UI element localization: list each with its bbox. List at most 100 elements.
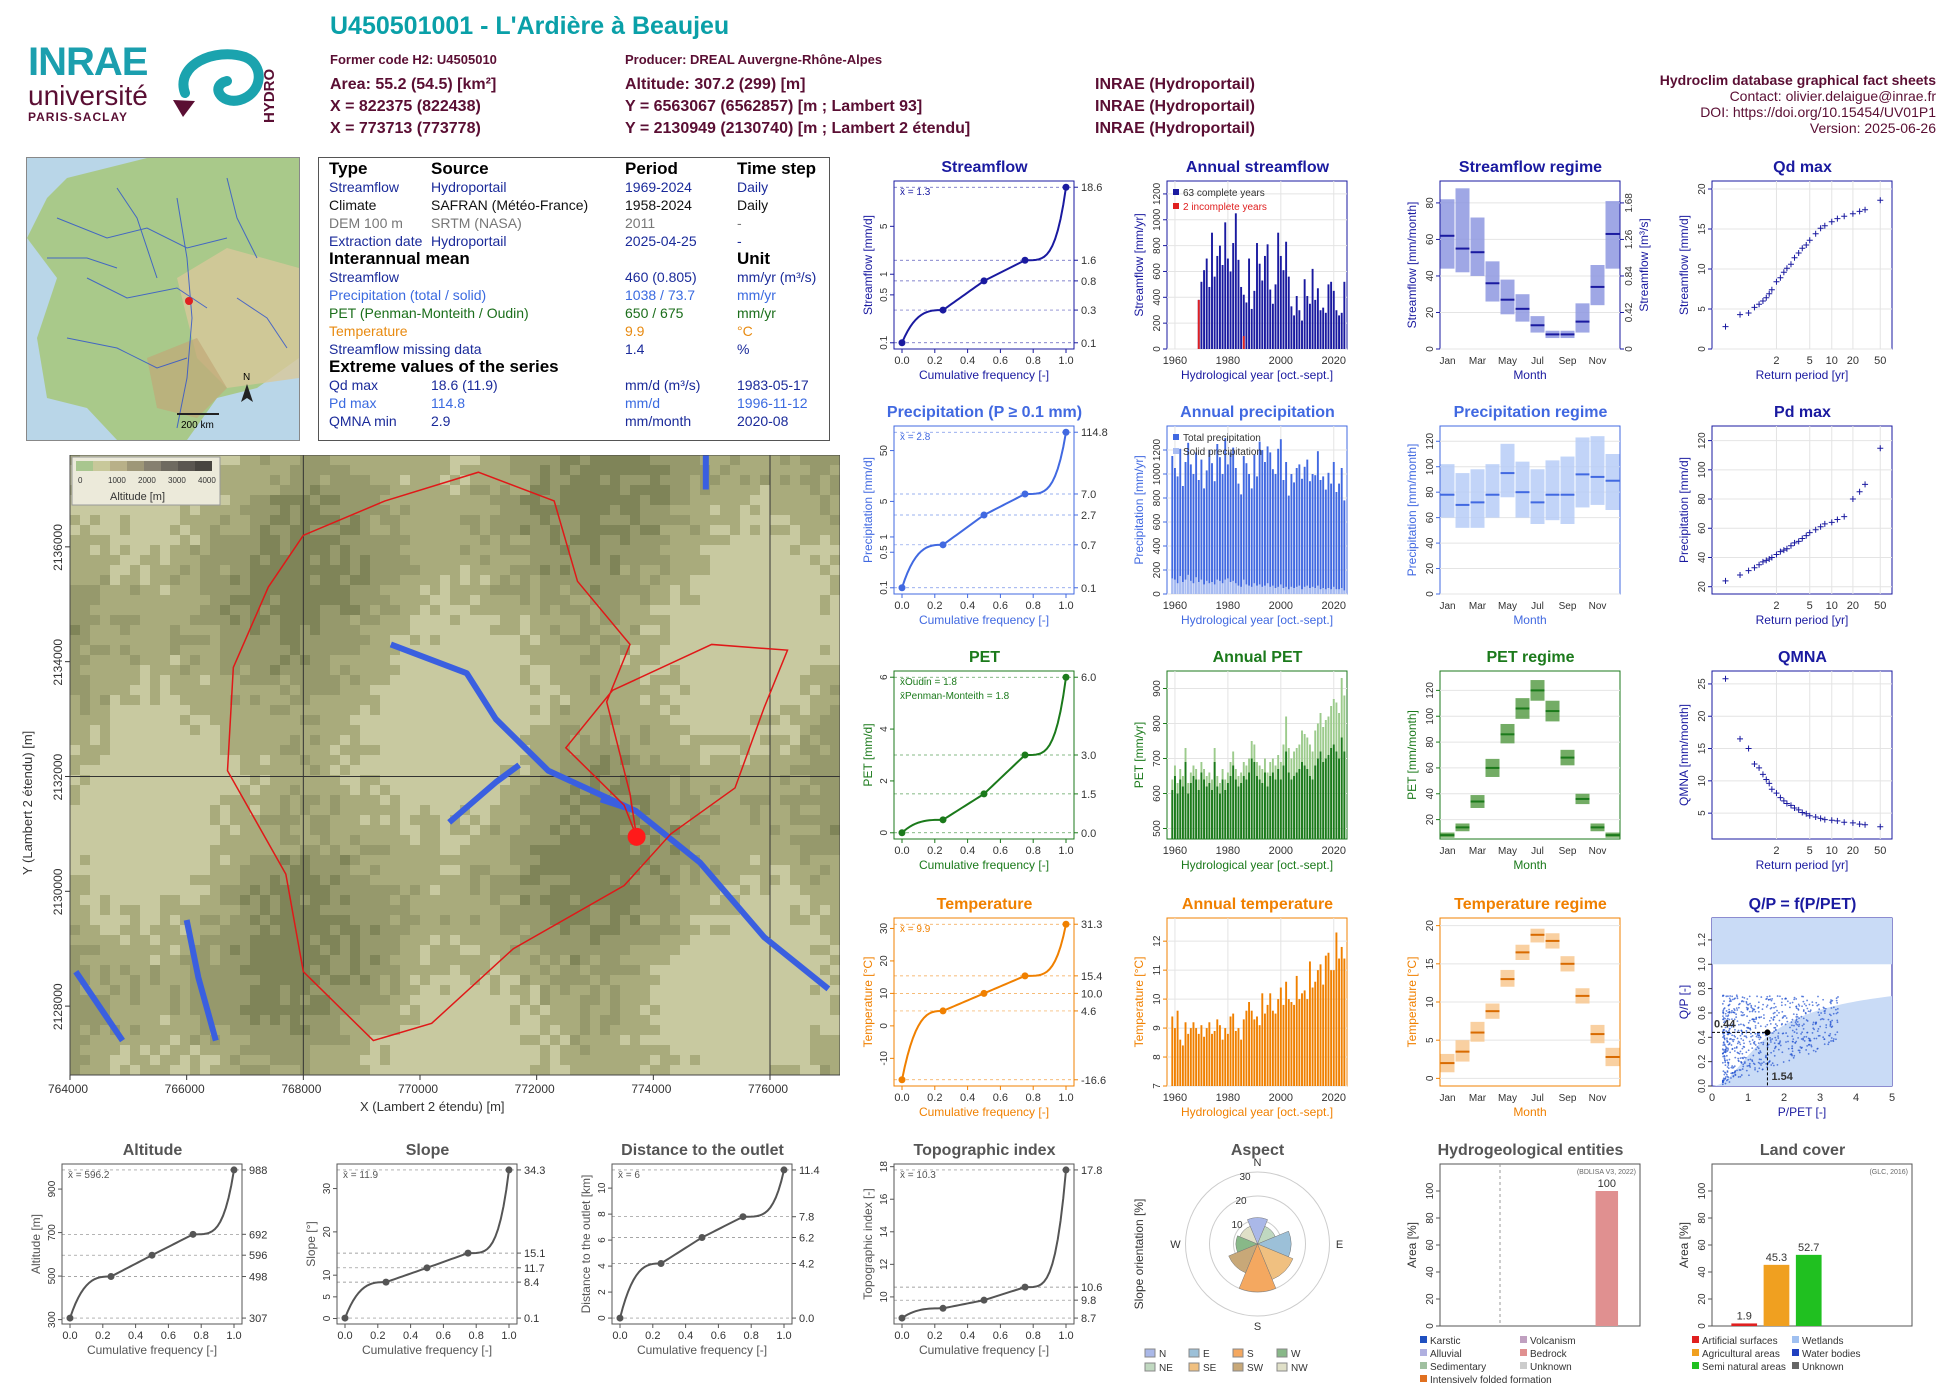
map-cell	[390, 715, 400, 725]
map-cell	[70, 985, 80, 995]
map-cell	[490, 465, 500, 475]
map-cell	[690, 1025, 700, 1035]
map-cell	[640, 755, 650, 765]
map-cell	[630, 455, 640, 465]
map-cell	[480, 735, 490, 745]
map-cell	[150, 1045, 160, 1055]
map-cell	[410, 915, 420, 925]
map-cell	[120, 935, 130, 945]
map-cell	[750, 875, 760, 885]
map-cell	[90, 1055, 100, 1065]
map-cell	[670, 575, 680, 585]
map-cell	[680, 1025, 690, 1035]
map-cell	[750, 755, 760, 765]
map-cell	[780, 795, 790, 805]
map-cell	[580, 635, 590, 645]
map-cell	[90, 575, 100, 585]
map-cell	[630, 905, 640, 915]
map-cell	[420, 685, 430, 695]
map-cell	[720, 695, 730, 705]
map-cell	[230, 735, 240, 745]
map-cell	[210, 745, 220, 755]
map-cell	[660, 675, 670, 685]
map-cell	[290, 455, 300, 465]
map-cell	[690, 825, 700, 835]
map-cell	[530, 545, 540, 555]
map-cell	[790, 975, 800, 985]
map-cell	[170, 1025, 180, 1035]
map-cell	[530, 705, 540, 715]
map-cell	[730, 1015, 740, 1025]
map-cell	[480, 825, 490, 835]
map-cell	[620, 545, 630, 555]
map-cell	[140, 875, 150, 885]
map-cell	[160, 865, 170, 875]
map-cell	[190, 545, 200, 555]
map-cell	[340, 545, 350, 555]
map-cell	[440, 465, 450, 475]
map-cell	[300, 495, 310, 505]
map-cell	[140, 615, 150, 625]
map-cell	[830, 1045, 840, 1055]
map-cell	[790, 625, 800, 635]
map-cell	[390, 995, 400, 1005]
map-cell	[740, 925, 750, 935]
map-cell	[630, 725, 640, 735]
map-cell	[730, 805, 740, 815]
map-cell	[570, 1055, 580, 1065]
map-cell	[430, 685, 440, 695]
map-cell	[140, 675, 150, 685]
map-cell	[590, 1065, 600, 1075]
map-cell	[200, 515, 210, 525]
map-cell	[90, 795, 100, 805]
map-cell	[540, 875, 550, 885]
map-cell	[810, 505, 820, 515]
map-cell	[470, 515, 480, 525]
map-cell	[650, 1005, 660, 1015]
map-cell	[600, 985, 610, 995]
map-cell	[640, 535, 650, 545]
map-cell	[770, 765, 780, 775]
map-cell	[180, 945, 190, 955]
map-cell	[100, 695, 110, 705]
col-type: Type	[329, 160, 431, 178]
map-cell	[700, 975, 710, 985]
map-cell	[150, 1015, 160, 1025]
map-cell	[200, 595, 210, 605]
map-cell	[550, 1035, 560, 1045]
map-cell	[760, 555, 770, 565]
map-cell	[470, 1025, 480, 1035]
map-cell	[830, 785, 840, 795]
map-cell	[390, 785, 400, 795]
map-cell	[520, 905, 530, 915]
map-cell	[170, 985, 180, 995]
map-cell	[550, 815, 560, 825]
map-cell	[790, 875, 800, 885]
map-cell	[460, 895, 470, 905]
map-cell	[810, 875, 820, 885]
map-cell	[420, 535, 430, 545]
map-cell	[160, 695, 170, 705]
contact[interactable]: Contact: olivier.delaigue@inrae.fr	[1660, 88, 1936, 104]
map-cell	[680, 475, 690, 485]
map-cell	[460, 925, 470, 935]
map-cell	[650, 705, 660, 715]
map-cell	[560, 795, 570, 805]
map-cell	[760, 755, 770, 765]
doi[interactable]: DOI: https://doi.org/10.15454/UV01P1	[1660, 104, 1936, 120]
map-cell	[200, 575, 210, 585]
map-cell	[260, 705, 270, 715]
map-cell	[170, 605, 180, 615]
map-cell	[110, 885, 120, 895]
map-cell	[70, 655, 80, 665]
map-cell	[140, 795, 150, 805]
map-cell	[400, 845, 410, 855]
map-cell	[360, 585, 370, 595]
map-cell	[470, 535, 480, 545]
map-cell	[140, 855, 150, 865]
map-cell	[480, 1015, 490, 1025]
map-cell	[90, 865, 100, 875]
map-cell	[540, 685, 550, 695]
map-cell	[560, 885, 570, 895]
map-cell	[810, 945, 820, 955]
